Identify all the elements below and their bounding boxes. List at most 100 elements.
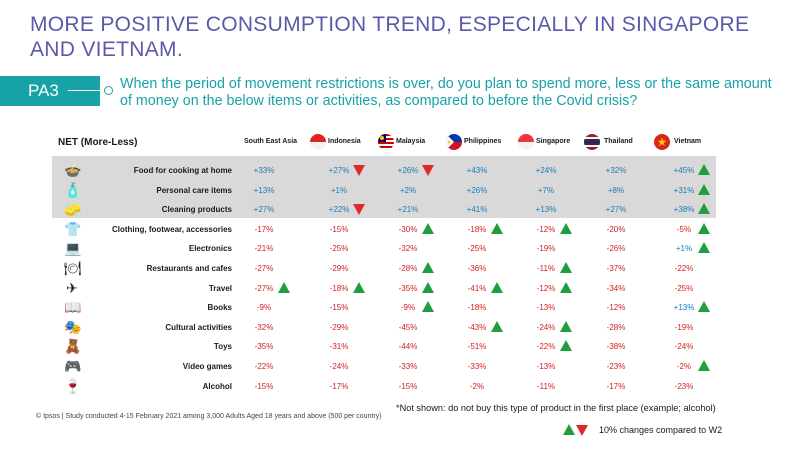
row-label: Cultural activities [165,322,232,332]
column-header-singapore: Singapore [536,138,571,145]
row-label: Clothing, footwear, accessories [111,224,232,234]
table-cell: -43% [467,322,487,332]
change-up-triangle-icon [698,242,710,254]
highlight-band [52,156,716,218]
change-up-triangle-icon [560,320,572,332]
table-row: 🎮 Video games -22% -24% -33% -33% -13% -23% -2% [0,357,800,376]
change-up-triangle-icon [491,281,503,293]
cleaning-icon: 🧽 [64,201,82,218]
change-down-triangle-icon [422,165,434,176]
table-cell: -17% [329,381,349,391]
table-cell: -13% [536,362,556,371]
table-cell: -13% [536,303,556,313]
table-cell: -24% [329,362,349,371]
change-up-triangle-icon [491,320,503,332]
table-cell: -9% [400,303,416,313]
table-cell: -29% [329,322,349,332]
table-cell: +13% [535,205,557,215]
table-cell: -31% [329,342,349,352]
table-cell: -22% [674,264,694,273]
table-cell: -5% [676,224,692,234]
legend-up-triangle-icon [563,424,575,435]
toys-icon: 🧸 [64,338,82,355]
column-header-philippines: Philippines [464,138,502,145]
table-cell: +27% [328,166,350,175]
table-cell: -26% [606,244,626,254]
table-cell: +24% [535,166,557,175]
video-games-icon: 🎮 [64,358,82,374]
table-row: 🧸 Toys -35% -31% -44% -51% -22% -38% -24% [0,337,800,356]
travel-icon: ✈ [66,279,78,296]
change-up-triangle-icon [353,281,365,293]
table-cell: -35% [254,342,274,352]
table-cell: -35% [398,283,418,293]
change-up-triangle-icon [698,183,710,195]
clothing-icon: 👕 [64,220,82,237]
table-cell: +22% [328,205,350,215]
table-row: 🧽 Cleaning products +27% +22% +21% +41% +13% +2… [0,200,800,219]
table-cell: +43% [466,166,488,175]
indonesia-flag-icon [310,134,326,150]
table-row: 🧴 Personal care items +13% +1% +2% +26% +7% +8%… [0,181,800,200]
electronics-icon: 💻 [64,240,82,257]
table-cell: -33% [398,362,418,371]
change-up-triangle-icon [560,222,572,234]
cooking-icon: 🍲 [64,162,82,178]
table-cell: -34% [606,283,626,293]
table-cell: -11% [536,381,556,391]
table-row: 🍲 Food for cooking at home +33% +27% +26% +43… [0,161,800,180]
table-cell: -29% [329,264,349,273]
malaysia-flag-icon [378,134,394,150]
table-cell: -18% [467,224,487,234]
row-label: Alcohol [202,381,232,391]
table-cell: -15% [329,303,349,313]
table-row: 💻 Electronics -21% -25% -32% -25% -19% -26% +1% [0,239,800,258]
legend-down-triangle-icon [576,425,588,436]
table-cell: +27% [605,205,627,215]
table-cell: +32% [605,166,627,175]
source-footer: © Ipsos | Study conducted 4-15 February … [36,413,382,420]
change-up-triangle-icon [698,301,710,313]
restaurant-icon: 🍽 [64,260,82,276]
badge-connector-dot [104,86,113,95]
table-cell: -18% [329,283,349,293]
philippines-flag-icon [446,134,462,150]
table-cell: -15% [254,381,274,391]
table-cell: -11% [536,264,556,273]
change-up-triangle-icon [422,262,434,273]
table-cell: -28% [398,264,418,273]
question-text: When the period of movement restrictions… [120,76,772,109]
page-title: MORE POSITIVE CONSUMPTION TREND, ESPECIA… [30,13,750,61]
table-cell: -28% [606,322,626,332]
table-cell: -33% [467,362,487,371]
change-down-triangle-icon [353,165,365,176]
table-cell: -45% [398,322,418,332]
badge-connector [68,90,106,91]
table-cell: -9% [256,303,272,313]
singapore-flag-icon [518,134,534,150]
row-label: Cleaning products [161,205,232,215]
table-cell: +13% [253,185,275,195]
table-cell: -24% [536,322,556,332]
table-cell: -36% [467,264,487,273]
table-cell: -18% [467,303,487,313]
cultural-icon: 🎭 [64,318,82,335]
change-up-triangle-icon [491,222,503,234]
table-cell: -23% [606,362,626,371]
table-cell: -27% [254,264,274,273]
table-cell: +33% [253,166,275,175]
table-cell: +26% [466,185,488,195]
table-header-label: NET (More-Less) [58,137,138,148]
row-label: Electronics [188,244,232,254]
table-cell: +1% [330,185,348,195]
table-cell: -17% [606,381,626,391]
table-cell: +2% [399,185,417,195]
row-label: Video games [182,362,232,371]
table-cell: +45% [673,166,695,175]
table-cell: -44% [398,342,418,352]
table-row: 👕 Clothing, footwear, accessories -17% -15%… [0,220,800,239]
change-up-triangle-icon [278,281,290,293]
row-label: Toys [213,342,232,352]
table-cell: -41% [467,283,487,293]
change-up-triangle-icon [422,281,434,293]
